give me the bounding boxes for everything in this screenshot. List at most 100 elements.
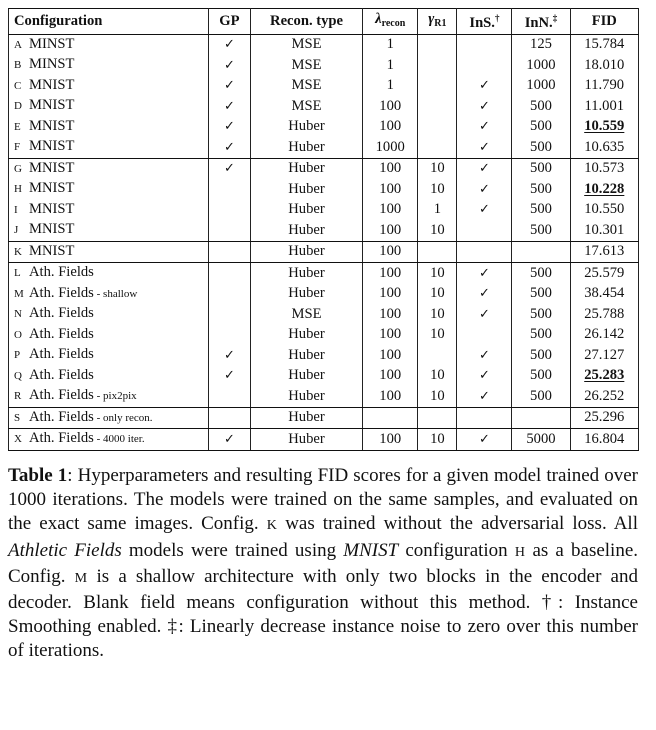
cell-instance-noise: 500 (511, 345, 571, 366)
cell-recon-type-value: Huber (288, 346, 325, 363)
cell-fid-value: 25.579 (584, 264, 625, 281)
cell-instance-noise: 500 (511, 220, 571, 242)
caption-text: models were trained using (121, 539, 344, 561)
cell-configuration: R Ath. Fields - pix2pix (7, 386, 210, 408)
cell-instance-smoothing: ✓ (456, 428, 513, 451)
cell-fid: 17.613 (569, 241, 640, 263)
cell-gamma-r1 (417, 34, 458, 55)
cell-lambda-recon-value: 100 (379, 243, 402, 259)
header-fid: FID (569, 8, 640, 35)
cell-lambda-recon: 100 (362, 324, 419, 345)
cell-lambda-recon-value: 100 (379, 387, 402, 404)
cell-gamma-r1-value: 10 (430, 285, 445, 301)
checkmark-icon: ✓ (478, 161, 490, 176)
config-letter: N (14, 308, 23, 320)
cell-recon-type: MSE (249, 34, 364, 55)
dagger-mark: † (494, 13, 500, 23)
cell-lambda-recon-value: 100 (379, 221, 402, 238)
header-instance-smoothing: InS.† (456, 8, 513, 35)
cell-gp: ✓ (208, 75, 251, 96)
config-dataset: Ath. Fields (29, 305, 94, 321)
cell-recon-type-value: Huber (288, 221, 325, 238)
header-gp: GP (208, 8, 251, 35)
config-letter: F (14, 141, 21, 153)
config-letter: S (14, 411, 21, 424)
cell-lambda-recon-value: 100 (379, 285, 402, 301)
config-letter: C (14, 79, 22, 92)
cell-gamma-r1: 10 (417, 365, 458, 386)
cell-lambda-recon-value: 100 (379, 346, 402, 363)
cell-instance-noise-value: 125 (530, 36, 552, 52)
table-group: X Ath. Fields - 4000 iter. ✓ Huber 100 10 ✓ 500… (7, 428, 640, 451)
cell-configuration: S Ath. Fields - only recon. (7, 407, 210, 429)
cell-fid-value: 17.613 (584, 243, 625, 259)
cell-lambda-recon-value: 100 (379, 180, 402, 197)
cell-recon-type-value: Huber (288, 138, 325, 155)
cell-recon-type: Huber (249, 262, 364, 284)
cell-gamma-r1: 10 (417, 179, 458, 200)
cell-recon-type-value: Huber (288, 118, 325, 134)
cell-gamma-r1 (417, 407, 458, 429)
cell-configuration: O Ath. Fields (7, 324, 210, 345)
cell-gp: ✓ (208, 428, 251, 451)
cell-gp: ✓ (208, 34, 251, 55)
cell-instance-smoothing (456, 34, 513, 55)
cell-lambda-recon: 100 (362, 345, 419, 366)
cell-recon-type: Huber (249, 241, 364, 263)
cell-instance-noise: 500 (511, 116, 571, 137)
cell-recon-type-value: Huber (288, 430, 325, 447)
cell-gp (208, 179, 251, 200)
cell-configuration: Q Ath. Fields (7, 365, 210, 386)
table-row: X Ath. Fields - 4000 iter. ✓ Huber 100 10 ✓ 500… (7, 428, 640, 451)
config-variant: - pix2pix (93, 390, 137, 402)
cell-instance-noise: 500 (511, 365, 571, 386)
cell-lambda-recon: 100 (362, 116, 419, 137)
table-row: M Ath. Fields - shallow Huber 100 10 ✓ 500 38.4… (7, 283, 640, 304)
cell-fid-value: 11.001 (584, 97, 625, 114)
cell-recon-type: Huber (249, 428, 364, 451)
cell-instance-noise-value: 500 (530, 326, 552, 342)
cell-fid: 10.559 (569, 116, 640, 137)
cell-fid-value: 10.635 (584, 138, 625, 155)
cell-instance-noise: 500 (511, 304, 571, 325)
cell-recon-type: MSE (249, 75, 364, 96)
cell-gamma-r1: 1 (417, 199, 458, 220)
cell-lambda-recon: 100 (362, 241, 419, 263)
checkmark-icon: ✓ (223, 139, 235, 155)
config-letter: I (14, 203, 18, 216)
cell-lambda-recon-value: 100 (379, 367, 402, 383)
cell-configuration: E MNIST (7, 116, 210, 137)
cell-lambda-recon: 1000 (362, 137, 419, 159)
cell-instance-smoothing (456, 241, 513, 263)
cell-instance-noise (511, 407, 571, 429)
cell-fid-value: 10.559 (584, 118, 625, 134)
cell-gamma-r1-value: 10 (430, 326, 445, 342)
checkmark-icon: ✓ (223, 368, 235, 383)
cell-fid-value: 18.010 (584, 56, 625, 73)
cell-gp: ✓ (208, 55, 251, 76)
config-letter: R (14, 390, 22, 402)
checkmark-icon: ✓ (223, 37, 235, 52)
config-dataset: MNIST (29, 221, 75, 237)
caption-config-ref: H (514, 544, 526, 560)
cell-lambda-recon-value: 1000 (375, 138, 405, 155)
cell-instance-noise-value: 500 (530, 160, 552, 176)
cell-lambda-recon: 1 (362, 55, 419, 76)
cell-lambda-recon: 100 (362, 158, 419, 179)
cell-configuration: B MINST (7, 55, 210, 76)
caption-text: was trained without the adversarial loss… (277, 513, 638, 535)
cell-lambda-recon: 100 (362, 96, 419, 117)
cell-fid-value: 16.804 (584, 430, 625, 447)
cell-configuration: L Ath. Fields (7, 262, 210, 284)
cell-gamma-r1-value: 10 (430, 367, 445, 383)
table-group: S Ath. Fields - only recon. Huber 25.296 (7, 407, 640, 429)
config-letter: E (14, 120, 22, 133)
cell-instance-noise: 500 (511, 262, 571, 284)
checkmark-icon: ✓ (478, 306, 490, 322)
checkmark-icon: ✓ (478, 265, 490, 281)
checkmark-icon: ✓ (478, 431, 490, 447)
cell-fid: 25.283 (569, 365, 640, 386)
cell-recon-type: Huber (249, 220, 364, 242)
cell-gamma-r1: 10 (417, 304, 458, 325)
cell-instance-smoothing: ✓ (456, 262, 513, 284)
